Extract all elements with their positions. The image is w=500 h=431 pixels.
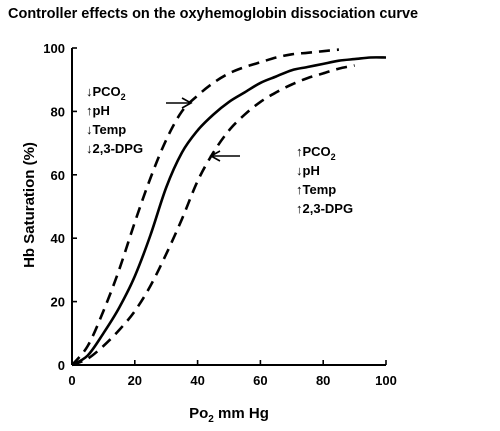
- annotation-arrow: ↓: [86, 122, 93, 137]
- annotation-line: ↑Temp: [296, 182, 336, 197]
- y-tick-label: 60: [51, 168, 65, 183]
- series-line-normal: [71, 56, 387, 367]
- axes: [71, 48, 386, 366]
- x-axis-title-main: Po: [189, 405, 208, 422]
- annotation-text: Temp: [303, 182, 337, 197]
- annotation-text: Temp: [93, 122, 127, 137]
- series-line-right-shift: [71, 64, 355, 367]
- y-tick-label: 20: [51, 295, 65, 310]
- annotation-line: ↑PCO2: [296, 144, 336, 162]
- x-tick-label: 80: [316, 373, 330, 388]
- annotation-arrow: ↑: [296, 144, 303, 159]
- annotation-text: PCO: [93, 84, 121, 99]
- annotation-arrow: ↑: [296, 182, 303, 197]
- annotation-text: 2,3-DPG: [303, 201, 354, 216]
- x-tick-label: 100: [375, 373, 397, 388]
- annotation-text: pH: [93, 103, 110, 118]
- y-tick-label: 40: [51, 231, 65, 246]
- x-axis-title: Po2 mm Hg: [189, 405, 269, 425]
- pointer-arrow-right-shift: [209, 150, 240, 162]
- y-tick-label: 0: [58, 358, 65, 373]
- series-line-left-shift: [70, 48, 340, 366]
- annotation-arrow: ↑: [86, 103, 93, 118]
- annotation-line: ↓Temp: [86, 122, 126, 137]
- annotation-line: ↑pH: [86, 103, 110, 118]
- annotation-line: ↓PCO2: [86, 84, 126, 102]
- annotation-subscript: 2: [331, 152, 336, 162]
- y-tick-label: 80: [51, 104, 65, 119]
- annotation-line: ↓2,3-DPG: [86, 141, 143, 156]
- y-axis-title: Hb Saturation (%): [21, 142, 38, 268]
- pointer-arrow-left-shift: [166, 97, 193, 109]
- x-tick-label: 60: [253, 373, 267, 388]
- x-axis-title-sub: 2: [208, 414, 214, 425]
- annotation-arrow: ↓: [86, 84, 93, 99]
- x-tick-label: 0: [68, 373, 75, 388]
- annotation-line: ↑2,3-DPG: [296, 201, 353, 216]
- y-tick-label: 100: [43, 41, 65, 56]
- x-axis-title-rest: mm Hg: [214, 405, 269, 422]
- annotation-subscript: 2: [121, 92, 126, 102]
- ticks: 0 20 40 60 80 100 0 20 40 60 80 100: [43, 41, 397, 388]
- annotation-arrow: ↑: [296, 201, 303, 216]
- annotation-text: pH: [303, 163, 320, 178]
- annotation-text: 2,3-DPG: [93, 141, 144, 156]
- annotation-line: ↓pH: [296, 163, 320, 178]
- right-annotation-group: ↑PCO2↓pH↑Temp↑2,3-DPG: [296, 144, 353, 216]
- series-layer: [70, 48, 387, 367]
- x-tick-label: 40: [190, 373, 204, 388]
- annotation-arrow: ↓: [86, 141, 93, 156]
- x-tick-label: 20: [128, 373, 142, 388]
- chart-title: Controller effects on the oxyhemoglobin …: [8, 6, 419, 22]
- left-annotation-group: ↓PCO2↑pH↓Temp↓2,3-DPG: [86, 84, 143, 156]
- annotation-arrow: ↓: [296, 163, 303, 178]
- annotation-text: PCO: [303, 144, 331, 159]
